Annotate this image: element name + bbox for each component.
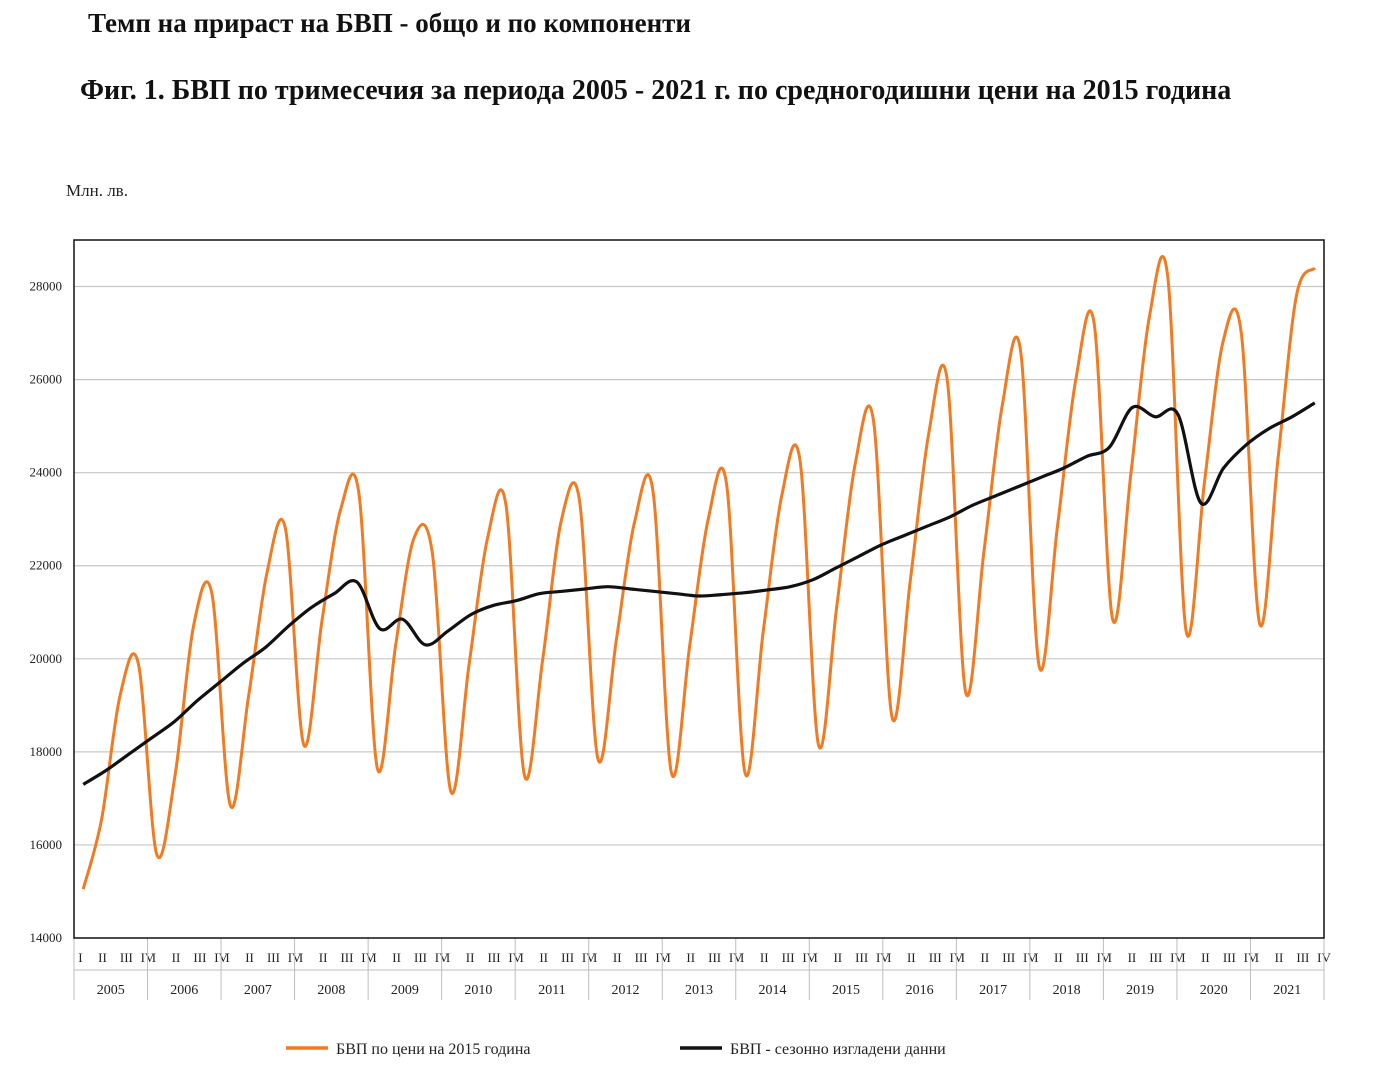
quarter-label: II xyxy=(1201,950,1210,965)
quarter-label: II xyxy=(833,950,842,965)
y-tick-label: 14000 xyxy=(30,930,63,945)
quarter-label: II xyxy=(466,950,475,965)
y-tick-label: 24000 xyxy=(30,465,63,480)
legend-label: БВП по цени на 2015 година xyxy=(336,1041,531,1058)
year-label: 2021 xyxy=(1273,983,1301,998)
year-label: 2005 xyxy=(97,983,125,998)
year-label: 2013 xyxy=(685,983,713,998)
quarter-label: I xyxy=(78,950,82,965)
year-label: 2017 xyxy=(979,983,1007,998)
y-tick-label: 26000 xyxy=(30,372,63,387)
quarter-label: III xyxy=(1002,950,1015,965)
quarter-label: II xyxy=(539,950,548,965)
quarter-label: III xyxy=(929,950,942,965)
plot-frame xyxy=(73,239,1325,939)
year-label: 2018 xyxy=(1053,983,1081,998)
grid-lines xyxy=(74,285,1324,846)
quarter-label: II xyxy=(1128,950,1137,965)
year-label: 2019 xyxy=(1126,983,1154,998)
legend-label: БВП - сезонно изгладени данни xyxy=(730,1041,946,1058)
legend: БВП по цени на 2015 година БВП - сезонно … xyxy=(286,1041,946,1058)
quarter-label: I xyxy=(961,950,965,965)
quarter-label: I xyxy=(740,950,744,965)
quarter-label: I xyxy=(593,950,597,965)
quarter-label: III xyxy=(1223,950,1236,965)
quarter-label: III xyxy=(1296,950,1309,965)
gdp-constant-prices-line xyxy=(81,255,1317,890)
quarter-label: II xyxy=(981,950,990,965)
quarter-label: I xyxy=(1108,950,1112,965)
quarter-label: III xyxy=(488,950,501,965)
quarter-label: I xyxy=(372,950,376,965)
quarter-label: III xyxy=(267,950,280,965)
year-label: 2016 xyxy=(906,983,934,998)
quarter-label: III xyxy=(193,950,206,965)
quarter-label: I xyxy=(225,950,229,965)
quarter-label: II xyxy=(172,950,181,965)
quarter-label: III xyxy=(561,950,574,965)
year-label: 2010 xyxy=(464,983,492,998)
quarter-label: I xyxy=(1255,950,1259,965)
year-label: 2020 xyxy=(1200,983,1228,998)
quarter-label: I xyxy=(446,950,450,965)
quarter-label: II xyxy=(245,950,254,965)
year-label: 2011 xyxy=(538,983,565,998)
quarter-label: I xyxy=(814,950,818,965)
y-tick-label: 20000 xyxy=(30,651,63,666)
year-label: 2009 xyxy=(391,983,419,998)
quarter-label: II xyxy=(686,950,695,965)
figure-title: Фиг. 1. БВП по тримесечия за периода 200… xyxy=(80,75,1232,106)
y-tick-label: 22000 xyxy=(30,558,63,573)
quarter-label: II xyxy=(98,950,107,965)
quarter-label: I xyxy=(519,950,523,965)
quarter-label: II xyxy=(907,950,916,965)
y-tick-label: 28000 xyxy=(30,279,63,294)
quarter-label: III xyxy=(120,950,133,965)
quarter-label: I xyxy=(887,950,891,965)
quarter-label: II xyxy=(319,950,328,965)
y-tick-label: 16000 xyxy=(30,837,63,852)
year-label: 2007 xyxy=(244,983,272,998)
y-axis-unit-label: Млн. лв. xyxy=(66,181,128,200)
quarter-label: I xyxy=(1034,950,1038,965)
year-label: 2006 xyxy=(170,983,198,998)
quarter-label: I xyxy=(299,950,303,965)
quarter-label: II xyxy=(1275,950,1284,965)
quarter-label: I xyxy=(666,950,670,965)
quarter-label: III xyxy=(414,950,427,965)
quarter-label: III xyxy=(1149,950,1162,965)
quarter-label: III xyxy=(635,950,648,965)
quarter-label: I xyxy=(152,950,156,965)
quarter-label: II xyxy=(760,950,769,965)
quarter-label: III xyxy=(1076,950,1089,965)
gdp-seasonally-adjusted-line xyxy=(82,401,1316,786)
series-lines xyxy=(81,255,1317,890)
year-label: 2015 xyxy=(832,983,860,998)
quarter-label: II xyxy=(613,950,622,965)
quarter-label: II xyxy=(1054,950,1063,965)
year-label: 2008 xyxy=(317,983,345,998)
year-label: 2012 xyxy=(611,983,639,998)
quarter-label: II xyxy=(392,950,401,965)
y-axis-ticks: 14000 16000 18000 20000 22000 24000 26000 28000 xyxy=(30,279,63,945)
y-tick-label: 18000 xyxy=(30,744,63,759)
quarter-label: III xyxy=(708,950,721,965)
document-title: Темп на прираст на БВП - общо и по компо… xyxy=(88,8,691,38)
quarter-label: III xyxy=(782,950,795,965)
quarter-label: I xyxy=(1181,950,1185,965)
quarter-label: III xyxy=(855,950,868,965)
quarter-label: III xyxy=(340,950,353,965)
year-label: 2014 xyxy=(759,983,787,998)
